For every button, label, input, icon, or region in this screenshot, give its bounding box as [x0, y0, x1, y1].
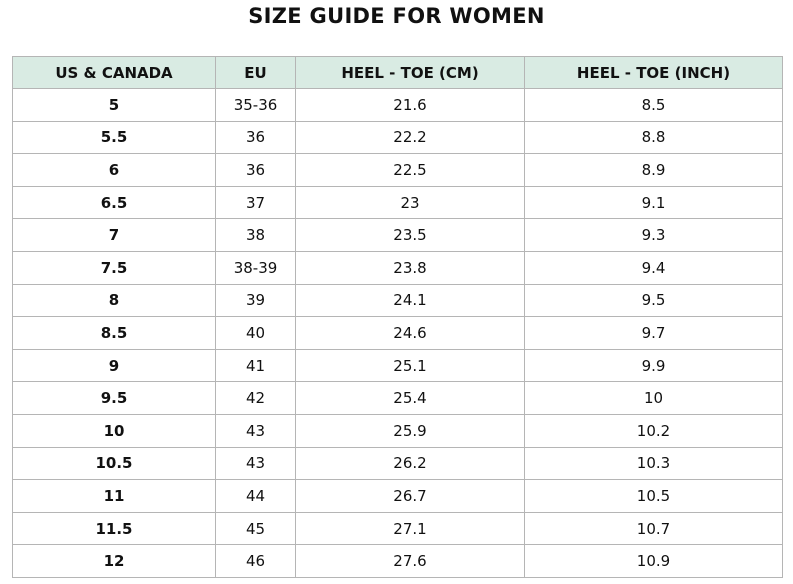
table-cell: 23.5 — [295, 218, 525, 252]
header-cell: HEEL - TOE (CM) — [295, 56, 525, 89]
title: SIZE GUIDE FOR WOMEN — [248, 4, 545, 28]
size-cell: 11 — [12, 479, 216, 513]
size-cell: 9.5 — [12, 381, 216, 415]
table-cell: 10.9 — [524, 544, 783, 578]
table-cell: 23.8 — [295, 250, 525, 285]
size-cell: 7 — [12, 218, 216, 252]
size-cell: 10.5 — [12, 446, 216, 481]
size-cell: 12 — [12, 544, 216, 578]
table-cell: 25.1 — [295, 348, 525, 383]
table-cell: 42 — [215, 381, 296, 415]
table-cell: 21.6 — [295, 88, 525, 122]
table-cell: 45 — [215, 511, 296, 546]
table-row: 8.5 40 24.6 9.7 — [12, 316, 783, 350]
table-cell: 10.2 — [524, 413, 783, 448]
size-table: US & CANADA EU HEEL - TOE (CM) HEEL - TOE (… — [12, 56, 783, 578]
table-row: 12 46 27.6 10.9 — [12, 544, 783, 578]
table-cell: 23 — [295, 185, 525, 220]
table-cell: 10.3 — [524, 446, 783, 481]
size-cell: 5.5 — [12, 120, 216, 155]
table-row: 5 35-36 21.6 8.5 — [12, 88, 783, 122]
table-header: US & CANADA EU HEEL - TOE (CM) HEEL - TOE (… — [12, 56, 783, 89]
table-cell: 8.8 — [524, 120, 783, 155]
table-row: 11.5 45 27.1 10.7 — [12, 511, 783, 546]
table-row: 9 41 25.1 9.9 — [12, 348, 783, 383]
header-row: US & CANADA EU HEEL - TOE (CM) HEEL - TOE (… — [12, 56, 783, 89]
table-row: 8 39 24.1 9.5 — [12, 283, 783, 318]
table-cell: 27.6 — [295, 544, 525, 578]
size-cell: 9 — [12, 348, 216, 383]
table-cell: 8.5 — [524, 88, 783, 122]
table-cell: 9.5 — [524, 283, 783, 318]
table-cell: 26.2 — [295, 446, 525, 481]
size-cell: 8 — [12, 283, 216, 318]
table-cell: 39 — [215, 283, 296, 318]
table-cell: 9.4 — [524, 250, 783, 285]
table-cell: 9.3 — [524, 218, 783, 252]
size-cell: 6.5 — [12, 185, 216, 220]
table-cell: 8.9 — [524, 153, 783, 187]
table-row: 10.5 43 26.2 10.3 — [12, 446, 783, 481]
table-row: 10 43 25.9 10.2 — [12, 413, 783, 448]
table-cell: 26.7 — [295, 479, 525, 513]
table-cell: 10 — [524, 381, 783, 415]
size-cell: 5 — [12, 88, 216, 122]
header-cell: US & CANADA — [12, 56, 216, 89]
table-row: 9.5 42 25.4 10 — [12, 381, 783, 415]
table-row: 5.5 36 22.2 8.8 — [12, 120, 783, 155]
table-cell: 43 — [215, 446, 296, 481]
size-cell: 7.5 — [12, 250, 216, 285]
table-cell: 41 — [215, 348, 296, 383]
table-cell: 40 — [215, 316, 296, 350]
header-cell: HEEL - TOE (INCH) — [524, 56, 783, 89]
table-cell: 24.1 — [295, 283, 525, 318]
table-cell: 38-39 — [215, 250, 296, 285]
table-row: 6 36 22.5 8.9 — [12, 153, 783, 187]
table-cell: 35-36 — [215, 88, 296, 122]
table-cell: 46 — [215, 544, 296, 578]
table-cell: 10.5 — [524, 479, 783, 513]
table-cell: 9.9 — [524, 348, 783, 383]
table-cell: 43 — [215, 413, 296, 448]
table-cell: 25.4 — [295, 381, 525, 415]
table-cell: 37 — [215, 185, 296, 220]
table-row: 7 38 23.5 9.3 — [12, 218, 783, 252]
table-cell: 9.7 — [524, 316, 783, 350]
table-cell: 9.1 — [524, 185, 783, 220]
size-cell: 6 — [12, 153, 216, 187]
table-cell: 10.7 — [524, 511, 783, 546]
table-cell: 22.2 — [295, 120, 525, 155]
table-row: 7.5 38-39 23.8 9.4 — [12, 250, 783, 285]
table-cell: 22.5 — [295, 153, 525, 187]
size-cell: 10 — [12, 413, 216, 448]
table-row: 6.5 37 23 9.1 — [12, 185, 783, 220]
table-cell: 36 — [215, 153, 296, 187]
table-cell: 38 — [215, 218, 296, 252]
table-row: 11 44 26.7 10.5 — [12, 479, 783, 513]
table-body: 5 35-36 21.6 8.5 5.5 36 22.2 8.8 6 36 22.5 8.9 6.5 37… — [12, 88, 783, 578]
table-cell: 25.9 — [295, 413, 525, 448]
table-cell: 36 — [215, 120, 296, 155]
table-cell: 44 — [215, 479, 296, 513]
header-cell: EU — [215, 56, 296, 89]
table-cell: 24.6 — [295, 316, 525, 350]
table-cell: 27.1 — [295, 511, 525, 546]
size-cell: 11.5 — [12, 511, 216, 546]
size-cell: 8.5 — [12, 316, 216, 350]
